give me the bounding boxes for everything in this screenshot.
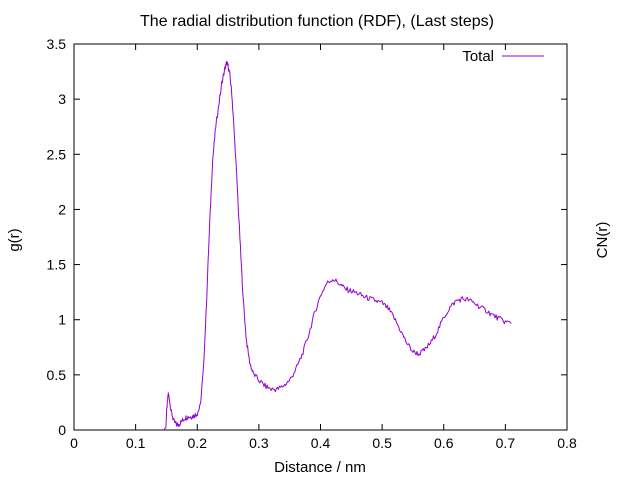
y-tick-label: 0 (58, 422, 66, 438)
plot-frame (73, 43, 568, 431)
x-tick-label: 0.4 (311, 435, 331, 451)
y-tick-label: 2.5 (47, 146, 67, 162)
y-axis-label: g(r) (6, 228, 23, 251)
x-tick-label: 0.1 (126, 435, 146, 451)
x-tick-label: 0.6 (434, 435, 454, 451)
y-tick-label: 3 (58, 91, 66, 107)
x-tick-label: 0.3 (249, 435, 269, 451)
legend: Total (462, 48, 544, 65)
x-tick-label: 0.2 (188, 435, 208, 451)
x-tick-label: 0.8 (557, 435, 577, 451)
series-line-total (163, 61, 512, 431)
chart-title: The radial distribution function (RDF), … (140, 13, 494, 30)
x-tick-label: 0 (70, 435, 78, 451)
x-tick-label: 0.7 (496, 435, 516, 451)
y-axis: 0 0.5 1 1.5 2 2.5 3 3.5 (47, 36, 567, 438)
x-axis-label: Distance / nm (274, 459, 366, 476)
y-tick-label: 3.5 (47, 36, 67, 52)
legend-label-total: Total (462, 48, 494, 65)
y-tick-label: 1 (58, 312, 66, 328)
y-tick-label: 2 (58, 201, 66, 217)
y-tick-label: 1.5 (47, 257, 67, 273)
series-layer (163, 61, 512, 431)
x-tick-label: 0.5 (372, 435, 392, 451)
y2-axis-label: CN(r) (594, 222, 611, 259)
y-tick-label: 0.5 (47, 367, 67, 383)
x-axis: 0 0.1 0.2 0.3 0.4 0.5 0.6 0.7 0.8 (70, 44, 577, 451)
